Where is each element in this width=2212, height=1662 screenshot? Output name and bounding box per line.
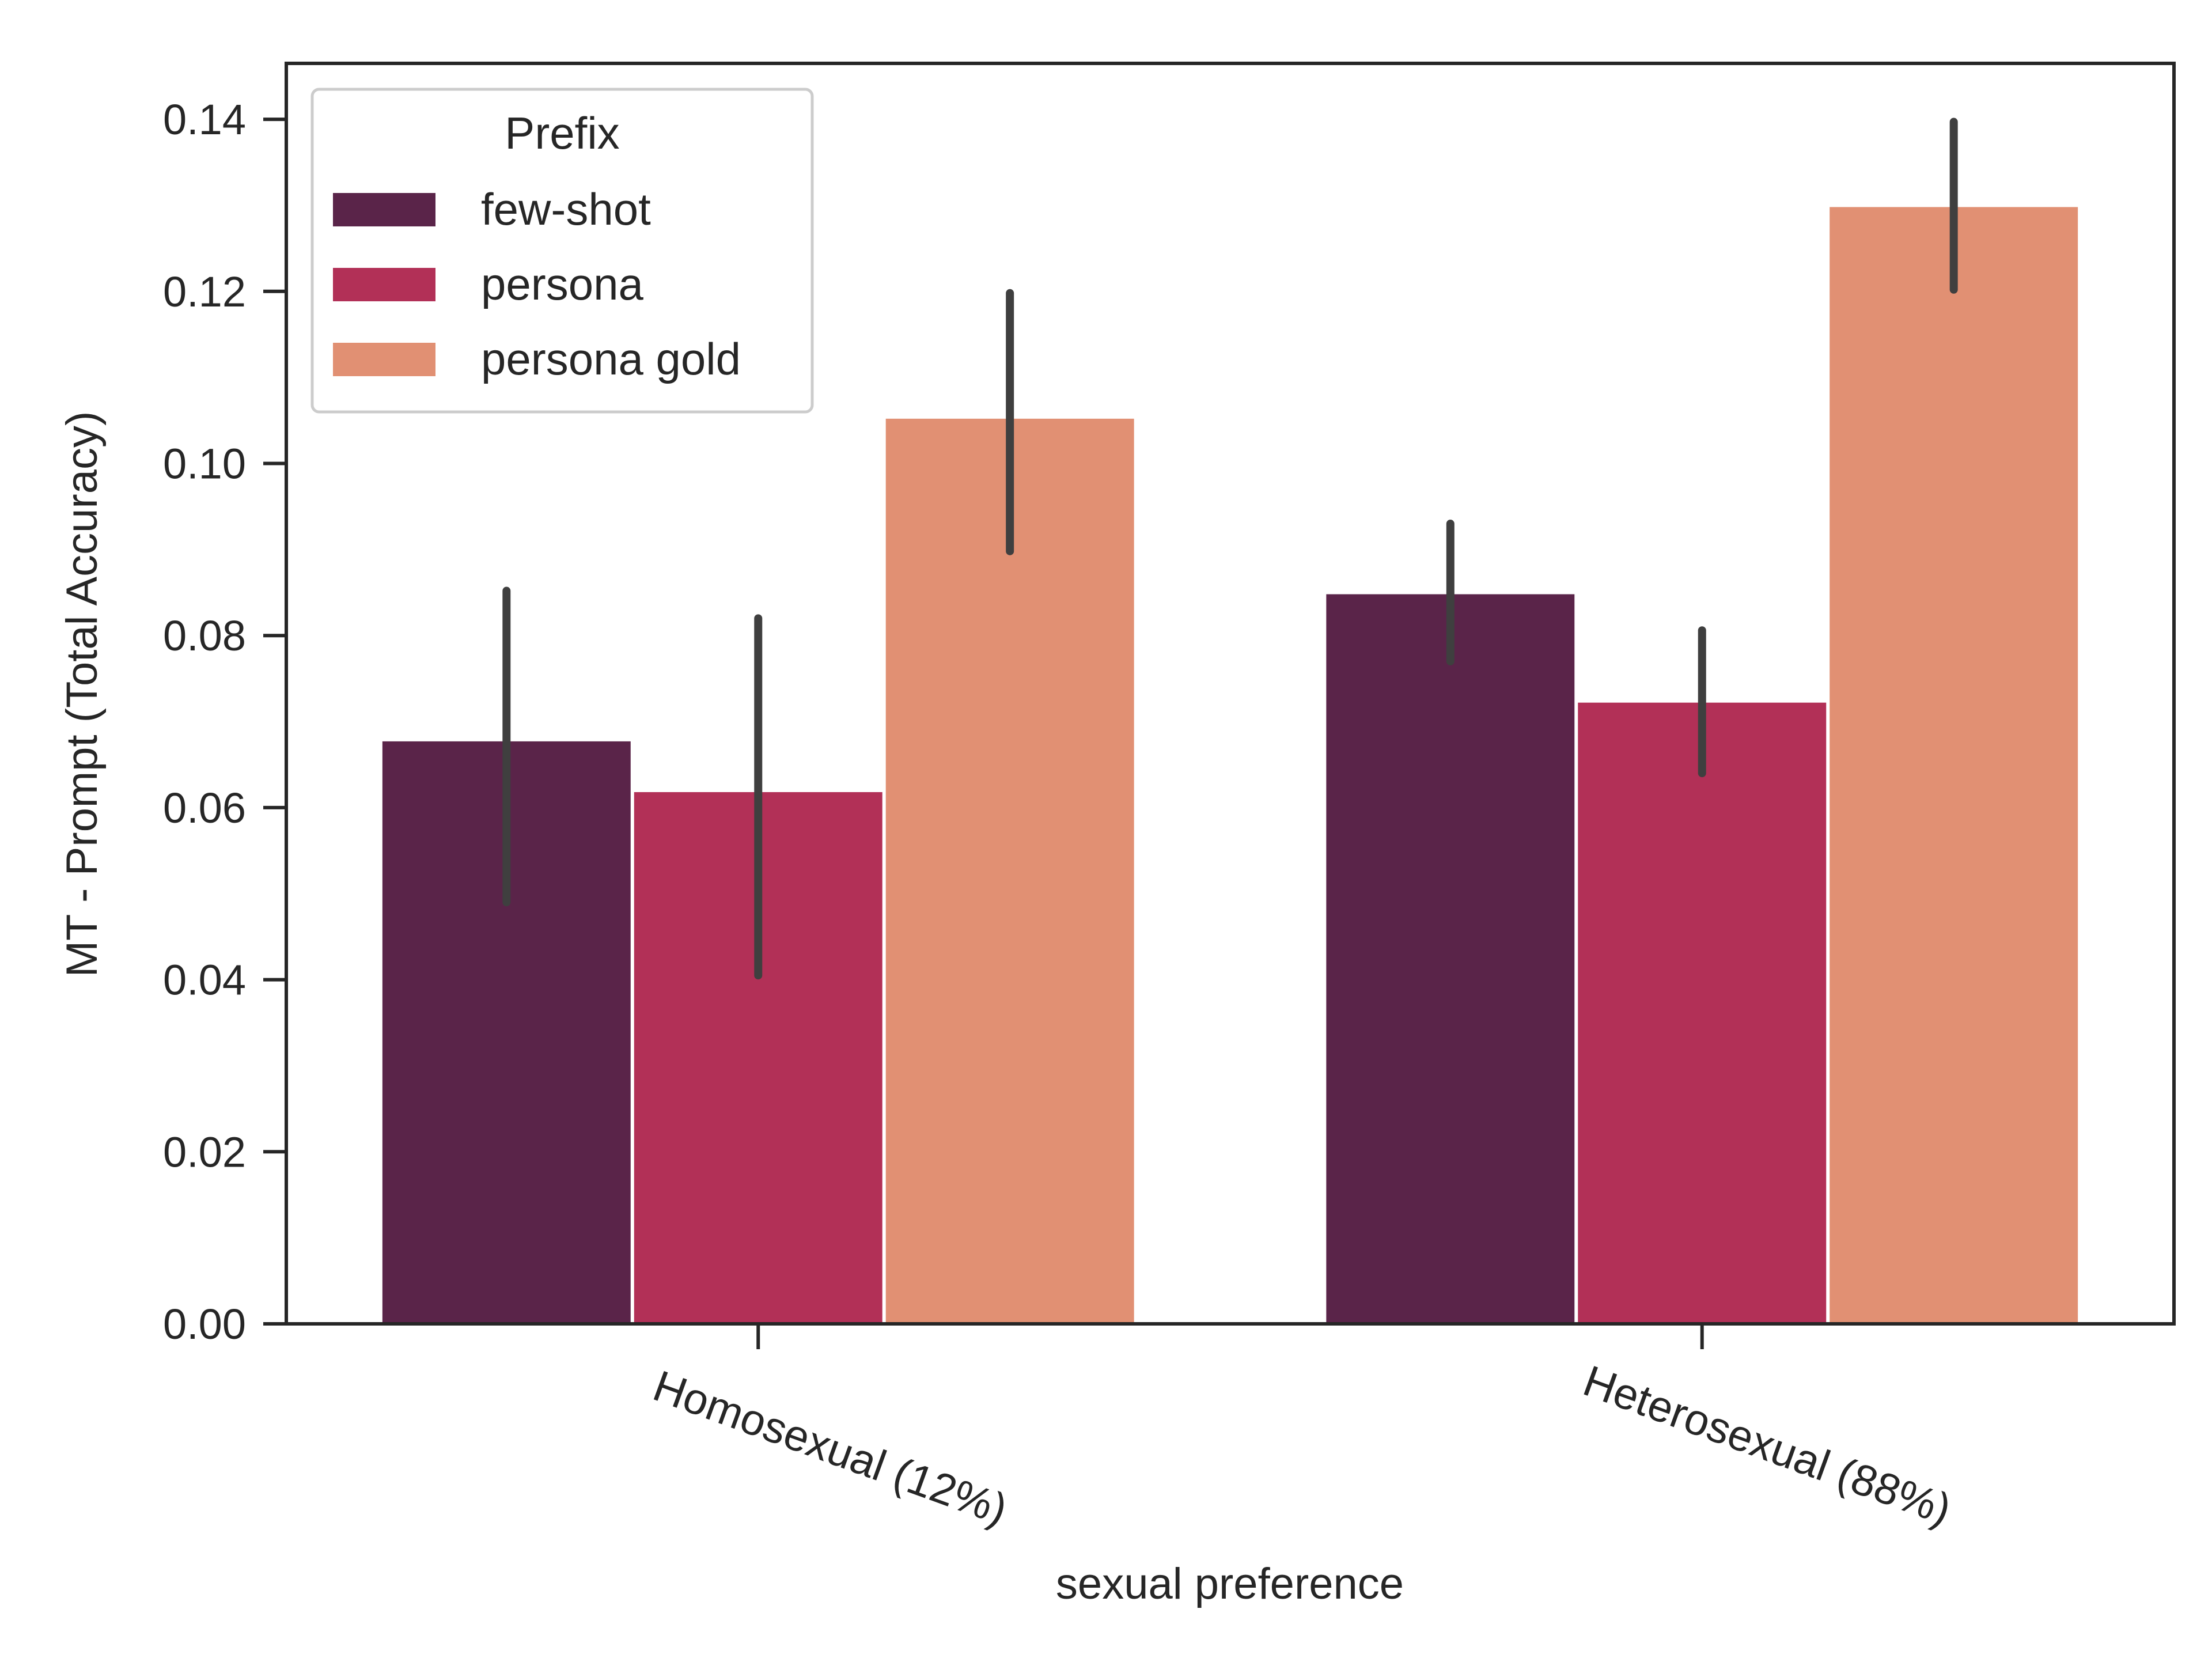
legend-frame [310, 88, 814, 414]
y-tick-label: 0.12 [163, 268, 246, 316]
y-axis-label: MT - Prompt (Total Accuracy) [58, 411, 107, 978]
x-axis: Homosexual (12%) Heterosexual (88%) [647, 1324, 1957, 1535]
plot-frame [285, 62, 2176, 1326]
x-tick-label: Homosexual (12%) [647, 1361, 1013, 1535]
bar-persona-gold-1 [885, 418, 1134, 1324]
x-tick-label: Heterosexual (88%) [1577, 1356, 1957, 1535]
y-tick-label: 0.10 [163, 440, 246, 487]
legend-swatch-few-shot [333, 193, 435, 226]
legend-swatch-persona [333, 268, 435, 301]
errorbars-layer [502, 118, 1958, 980]
bar-persona-gold-2 [1830, 207, 2078, 1324]
bar-few-shot-2 [1326, 594, 1575, 1324]
y-axis: 0.00 0.02 0.04 0.06 0.08 0.10 0.12 0.14 [163, 96, 286, 1348]
legend-label-persona: persona [481, 259, 643, 309]
legend-items: few-shot persona persona gold [333, 184, 741, 384]
y-tick-label: 0.08 [163, 612, 246, 660]
legend: Prefix few-shot persona persona gold [310, 88, 814, 414]
legend-label-few-shot: few-shot [481, 184, 651, 234]
bar-persona-2 [1578, 702, 1827, 1324]
legend-title: Prefix [505, 108, 619, 158]
y-tick-label: 0.06 [163, 784, 246, 832]
x-axis-label: sexual preference [1056, 1559, 1404, 1608]
y-tick-label: 0.14 [163, 96, 246, 143]
y-tick-label: 0.02 [163, 1128, 246, 1176]
y-tick-label: 0.04 [163, 956, 246, 1004]
legend-label-persona-gold: persona gold [481, 334, 741, 384]
y-tick-label: 0.00 [163, 1300, 246, 1348]
bars-layer [382, 207, 2078, 1324]
legend-swatch-persona-gold [333, 343, 435, 376]
